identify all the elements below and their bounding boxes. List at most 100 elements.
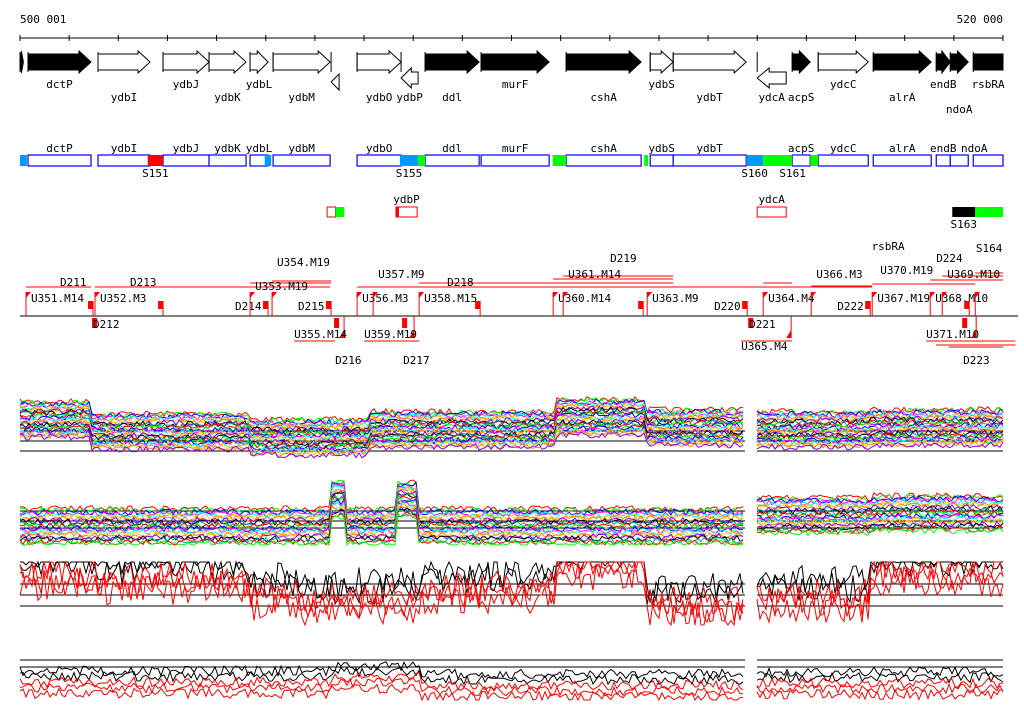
terminator-flag bbox=[638, 301, 644, 309]
expression-trace bbox=[20, 424, 744, 453]
gene-box bbox=[97, 154, 151, 167]
expression-trace bbox=[756, 522, 1004, 531]
transcription-unit-label: U360.M14 bbox=[558, 292, 611, 305]
gene-arrow bbox=[791, 49, 811, 75]
transcription-unit-label: U355.M14 bbox=[294, 328, 347, 341]
segment-block bbox=[399, 155, 419, 166]
segment-gene-label: ydbP bbox=[393, 193, 420, 206]
gene-arrow bbox=[424, 49, 480, 75]
gene-arrow bbox=[972, 53, 1004, 71]
segment-marker bbox=[395, 207, 399, 217]
gene-box bbox=[649, 154, 674, 167]
gene-arrow bbox=[272, 49, 331, 75]
unit-flag bbox=[250, 292, 256, 298]
terminator-flag bbox=[475, 301, 481, 309]
segment-block bbox=[418, 155, 426, 166]
terminator-label: D222 bbox=[837, 300, 864, 313]
terminator-label: D212 bbox=[93, 318, 120, 331]
gene-label: alrA bbox=[889, 91, 916, 104]
expression-trace bbox=[756, 433, 1004, 443]
segment-track: dctP ydbI ydbJ ydbK ydbL ydbM ydbO ddl murF cshA y… bbox=[20, 142, 1004, 255]
gene-box bbox=[872, 154, 932, 167]
transcription-unit-label: U354.M19 bbox=[277, 256, 330, 269]
expression-trace bbox=[19, 562, 744, 627]
expression-trace bbox=[19, 423, 744, 451]
expression-trace bbox=[756, 525, 1004, 535]
expression-trace bbox=[19, 677, 744, 697]
expression-trace bbox=[19, 512, 744, 547]
segment-label: S163 bbox=[951, 218, 978, 231]
gene-box bbox=[356, 154, 402, 167]
expression-trace bbox=[756, 506, 1004, 516]
segment-block bbox=[264, 155, 272, 166]
gene-box-label: rsbRA bbox=[872, 240, 905, 253]
gene-arrow bbox=[872, 49, 932, 75]
expression-trace bbox=[19, 407, 744, 436]
segment-block-minus bbox=[975, 207, 1003, 217]
terminator-label: D211 bbox=[60, 276, 87, 289]
expression-trace bbox=[19, 488, 744, 523]
expression-trace bbox=[756, 565, 1004, 625]
gene-arrow bbox=[949, 49, 969, 75]
ruler-start-label: 500 001 bbox=[20, 13, 66, 26]
expression-trace bbox=[756, 518, 1004, 528]
expression-trace bbox=[756, 492, 1004, 501]
gene-label: ydcC bbox=[830, 78, 857, 91]
terminator-label: D219 bbox=[610, 252, 637, 265]
segment-block bbox=[552, 155, 567, 166]
transcription-unit-label: U365.M4 bbox=[741, 340, 788, 353]
gene-label: endB bbox=[930, 78, 957, 91]
gene-label: ydbT bbox=[696, 91, 723, 104]
expression-trace bbox=[19, 503, 744, 538]
transcription-unit-label: U351.M14 bbox=[31, 292, 84, 305]
expression-trace bbox=[756, 513, 1004, 524]
expression-trace bbox=[19, 666, 744, 686]
expression-trace bbox=[756, 688, 1004, 701]
segment-block-minus bbox=[395, 206, 418, 218]
gene-box-label: ydbT bbox=[696, 142, 723, 155]
expression-trace bbox=[756, 505, 1004, 515]
gene-box-label: ddl bbox=[442, 142, 462, 155]
transcription-unit-label: U352.M3 bbox=[100, 292, 146, 305]
gene-box-label: ydbM bbox=[288, 142, 315, 155]
terminator-label: D213 bbox=[130, 276, 157, 289]
gene-box bbox=[672, 154, 747, 167]
terminator-label: D221 bbox=[749, 318, 776, 331]
gene-box bbox=[208, 154, 247, 167]
segment-block bbox=[763, 155, 793, 166]
segment-label: S155 bbox=[396, 167, 423, 180]
terminator-flag bbox=[748, 318, 754, 328]
gene-arrow bbox=[756, 66, 787, 90]
segment-block-minus bbox=[335, 207, 345, 217]
transcription-unit-label: U371.M10 bbox=[926, 328, 979, 341]
segment-label: S160 bbox=[741, 167, 768, 180]
gene-label: dctP bbox=[46, 78, 73, 91]
ruler bbox=[19, 35, 1004, 41]
expression-trace bbox=[756, 671, 1004, 684]
gene-box bbox=[817, 154, 869, 167]
segment-block bbox=[20, 155, 27, 166]
terminator-flag bbox=[402, 318, 408, 328]
expression-trace bbox=[19, 491, 744, 526]
expression-trace bbox=[756, 406, 1004, 416]
gene-box-label: ndoA bbox=[961, 142, 988, 155]
terminator-flag bbox=[334, 318, 340, 328]
expression-trace bbox=[19, 431, 744, 459]
gene-label: ydbS bbox=[648, 78, 675, 91]
segment-block bbox=[644, 155, 649, 166]
unit-flag bbox=[930, 292, 936, 298]
gene-box-label: ydcC bbox=[830, 142, 857, 155]
gene-box bbox=[949, 154, 969, 167]
segment-block bbox=[746, 155, 764, 166]
gene-arrow bbox=[330, 72, 340, 92]
expression-trace bbox=[20, 479, 744, 513]
expression-trace bbox=[756, 527, 1004, 537]
unit-flag bbox=[95, 292, 101, 298]
transcription-unit-label: U356.M3 bbox=[362, 292, 408, 305]
terminator-label: D224 bbox=[936, 252, 963, 265]
gene-arrow bbox=[27, 49, 92, 75]
gene-box-label: ydbO bbox=[366, 142, 393, 155]
terminator-label: D218 bbox=[447, 276, 474, 289]
terminator-flag bbox=[92, 318, 98, 328]
gene-label: cshA bbox=[590, 91, 617, 104]
